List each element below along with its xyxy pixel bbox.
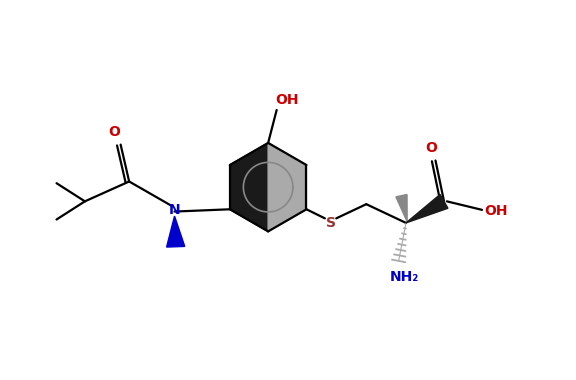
Text: N: N [169, 203, 180, 217]
Text: O: O [108, 125, 120, 139]
Polygon shape [396, 195, 407, 222]
Text: OH: OH [484, 204, 508, 218]
Polygon shape [406, 195, 448, 223]
Polygon shape [230, 143, 268, 231]
Text: S: S [325, 216, 336, 230]
Text: OH: OH [275, 93, 298, 107]
Polygon shape [268, 143, 306, 231]
Polygon shape [166, 216, 185, 247]
Text: NH₂: NH₂ [390, 270, 419, 284]
Text: O: O [425, 141, 437, 155]
